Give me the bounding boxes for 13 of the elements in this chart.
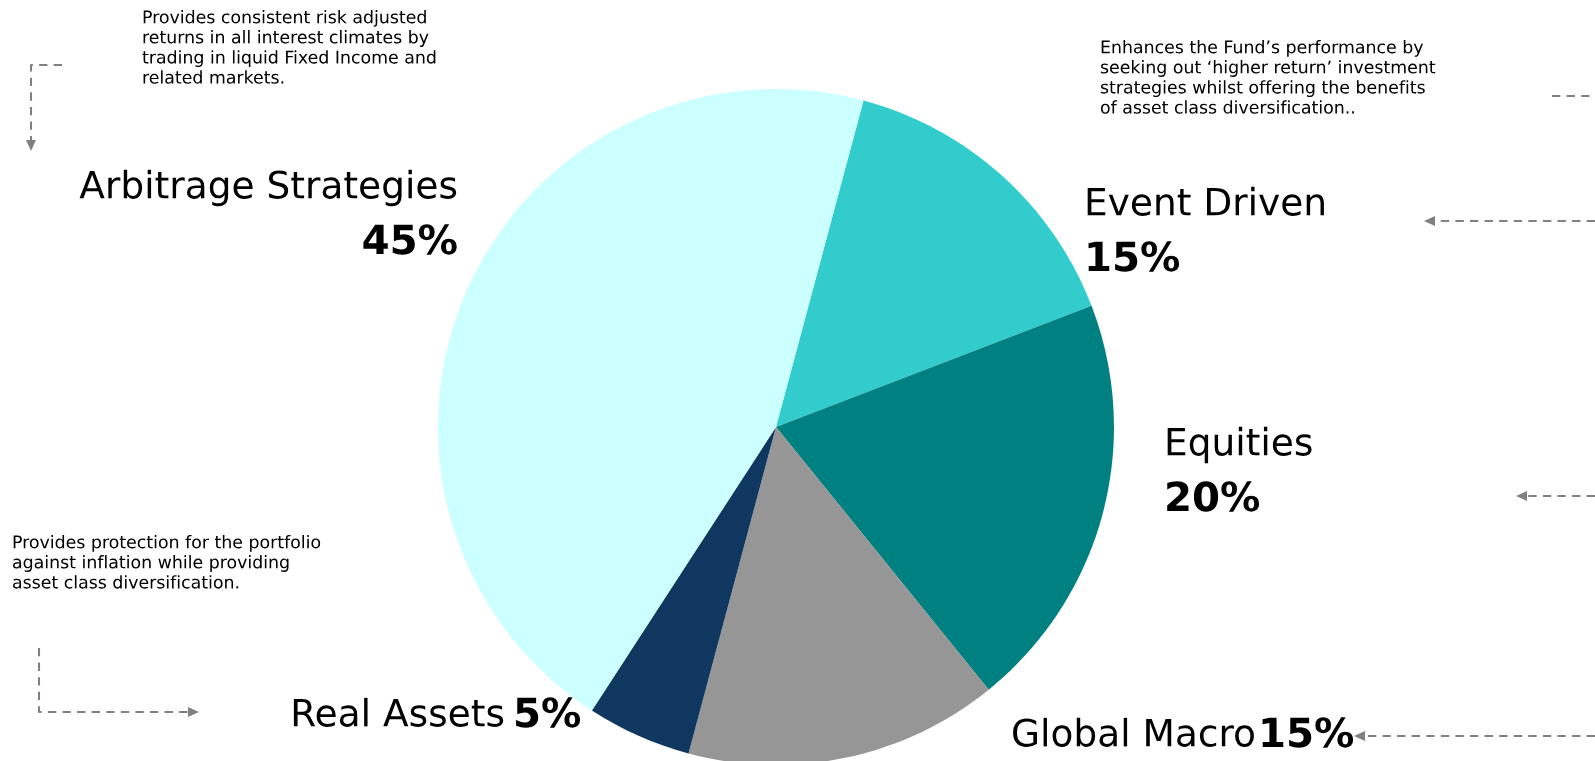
text: Enhances the Fund’s performance by seeking out ‘higher return’ investment strategies whilst offering the benefits of asset class diversification..	[1100, 40, 1436, 114]
text: Provides consistent risk adjusted returns in all interest climates by trading in liquid Fixed Income and related markets.	[142, 10, 436, 84]
slice-label: Global Macro	[1013, 717, 1254, 747]
text: Provides protection for the portfolio against inflation while providing asset class diversification.	[13, 535, 321, 589]
data-label: 45%	[363, 224, 457, 255]
slice-label: Arbitrage Strategies	[79, 169, 457, 207]
slice-label: Real Assets	[293, 697, 504, 727]
data-label: 15%	[1262, 717, 1354, 748]
data-label: 20%	[1167, 481, 1260, 512]
data-label: 5%	[516, 697, 581, 728]
data-label: 15%	[1088, 241, 1180, 272]
slice-label: Event Driven	[1087, 186, 1324, 216]
slice-label: Equities	[1167, 426, 1312, 464]
